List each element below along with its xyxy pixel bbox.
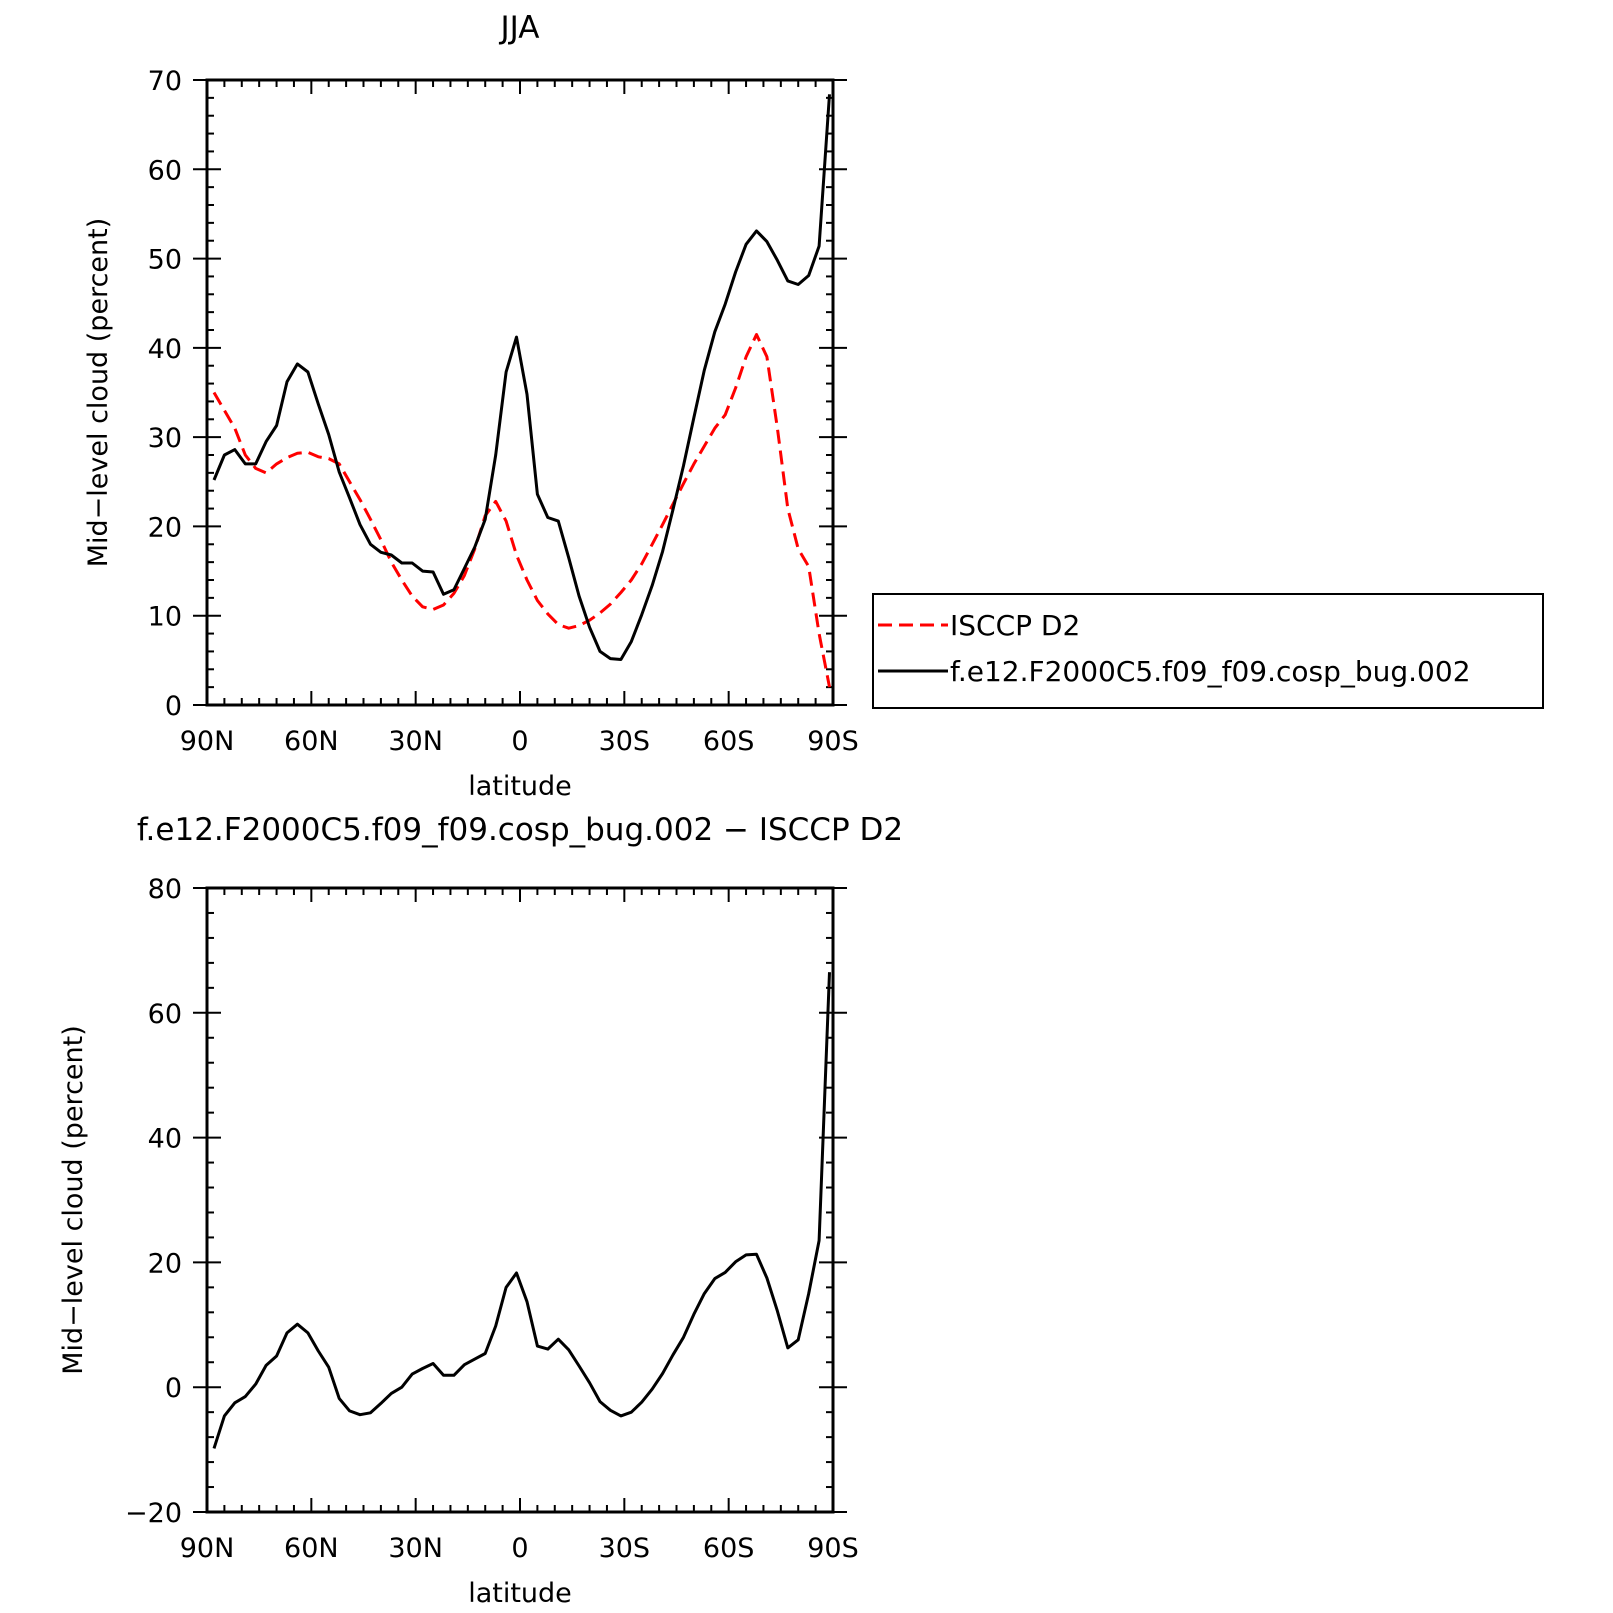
legend-box [872, 593, 1544, 709]
x-tick-label: 0 [511, 726, 528, 757]
x-tick-label: 60N [284, 726, 339, 757]
x-tick-label: 90N [180, 1533, 235, 1564]
series-line-0 [212, 333, 831, 688]
x-tick-label: 0 [511, 1533, 528, 1564]
y-tick-label: 50 [148, 245, 182, 276]
x-tick-label: 30S [599, 1533, 651, 1564]
y-tick-label: 70 [148, 66, 182, 97]
panel-bottom: 90N 60N 30N 0 30S 60S 90S −20 0 20 40 60 80 f.e12.F20… [58, 812, 903, 1609]
legend-label: f.e12.F2000C5.f09_f09.cosp_bug.002 [950, 655, 1471, 688]
x-tick-label: 90S [807, 1533, 859, 1564]
y-tick-label: 10 [148, 602, 182, 633]
x-tick-label: 30N [388, 1533, 443, 1564]
y-tick-label: 20 [148, 1248, 182, 1279]
x-axis-label: latitude [468, 1578, 572, 1609]
y-axis-label: Mid−level cloud (percent) [83, 218, 114, 568]
y-tick-label: −20 [125, 1498, 182, 1529]
x-tick-label: 30S [599, 726, 651, 757]
y-tick-label: 0 [165, 1373, 182, 1404]
y-tick-label: 40 [148, 334, 182, 365]
y-axis-label: Mid−level cloud (percent) [58, 1025, 89, 1375]
x-tick-label: 90S [807, 726, 859, 757]
plot-frame [205, 886, 835, 1514]
y-tick-label: 0 [165, 691, 182, 722]
legend-label: ISCCP D2 [950, 609, 1080, 642]
y-tick-label: 80 [148, 874, 182, 905]
y-tick-label: 40 [148, 1124, 182, 1155]
x-tick-label: 60S [703, 726, 755, 757]
y-tick-label: 60 [148, 155, 182, 186]
chart-title: f.e12.F2000C5.f09_f09.cosp_bug.002 − ISC… [137, 812, 903, 848]
series-line-1 [212, 94, 831, 661]
y-tick-label: 60 [148, 999, 182, 1030]
x-tick-label: 30N [388, 726, 443, 757]
y-tick-label: 30 [148, 423, 182, 454]
x-tick-label: 90N [180, 726, 235, 757]
chart-title: JJA [499, 10, 540, 46]
plot-frame [205, 78, 835, 707]
panel-top: 90N 60N 30N 0 30S 60S 90S 0 10 20 30 40 50 60 70 JJA lat… [83, 10, 1544, 802]
x-tick-label: 60S [703, 1533, 755, 1564]
x-tick-label: 60N [284, 1533, 339, 1564]
series-line-0 [212, 972, 831, 1449]
x-axis-label: latitude [468, 771, 572, 802]
y-tick-label: 20 [148, 512, 182, 543]
